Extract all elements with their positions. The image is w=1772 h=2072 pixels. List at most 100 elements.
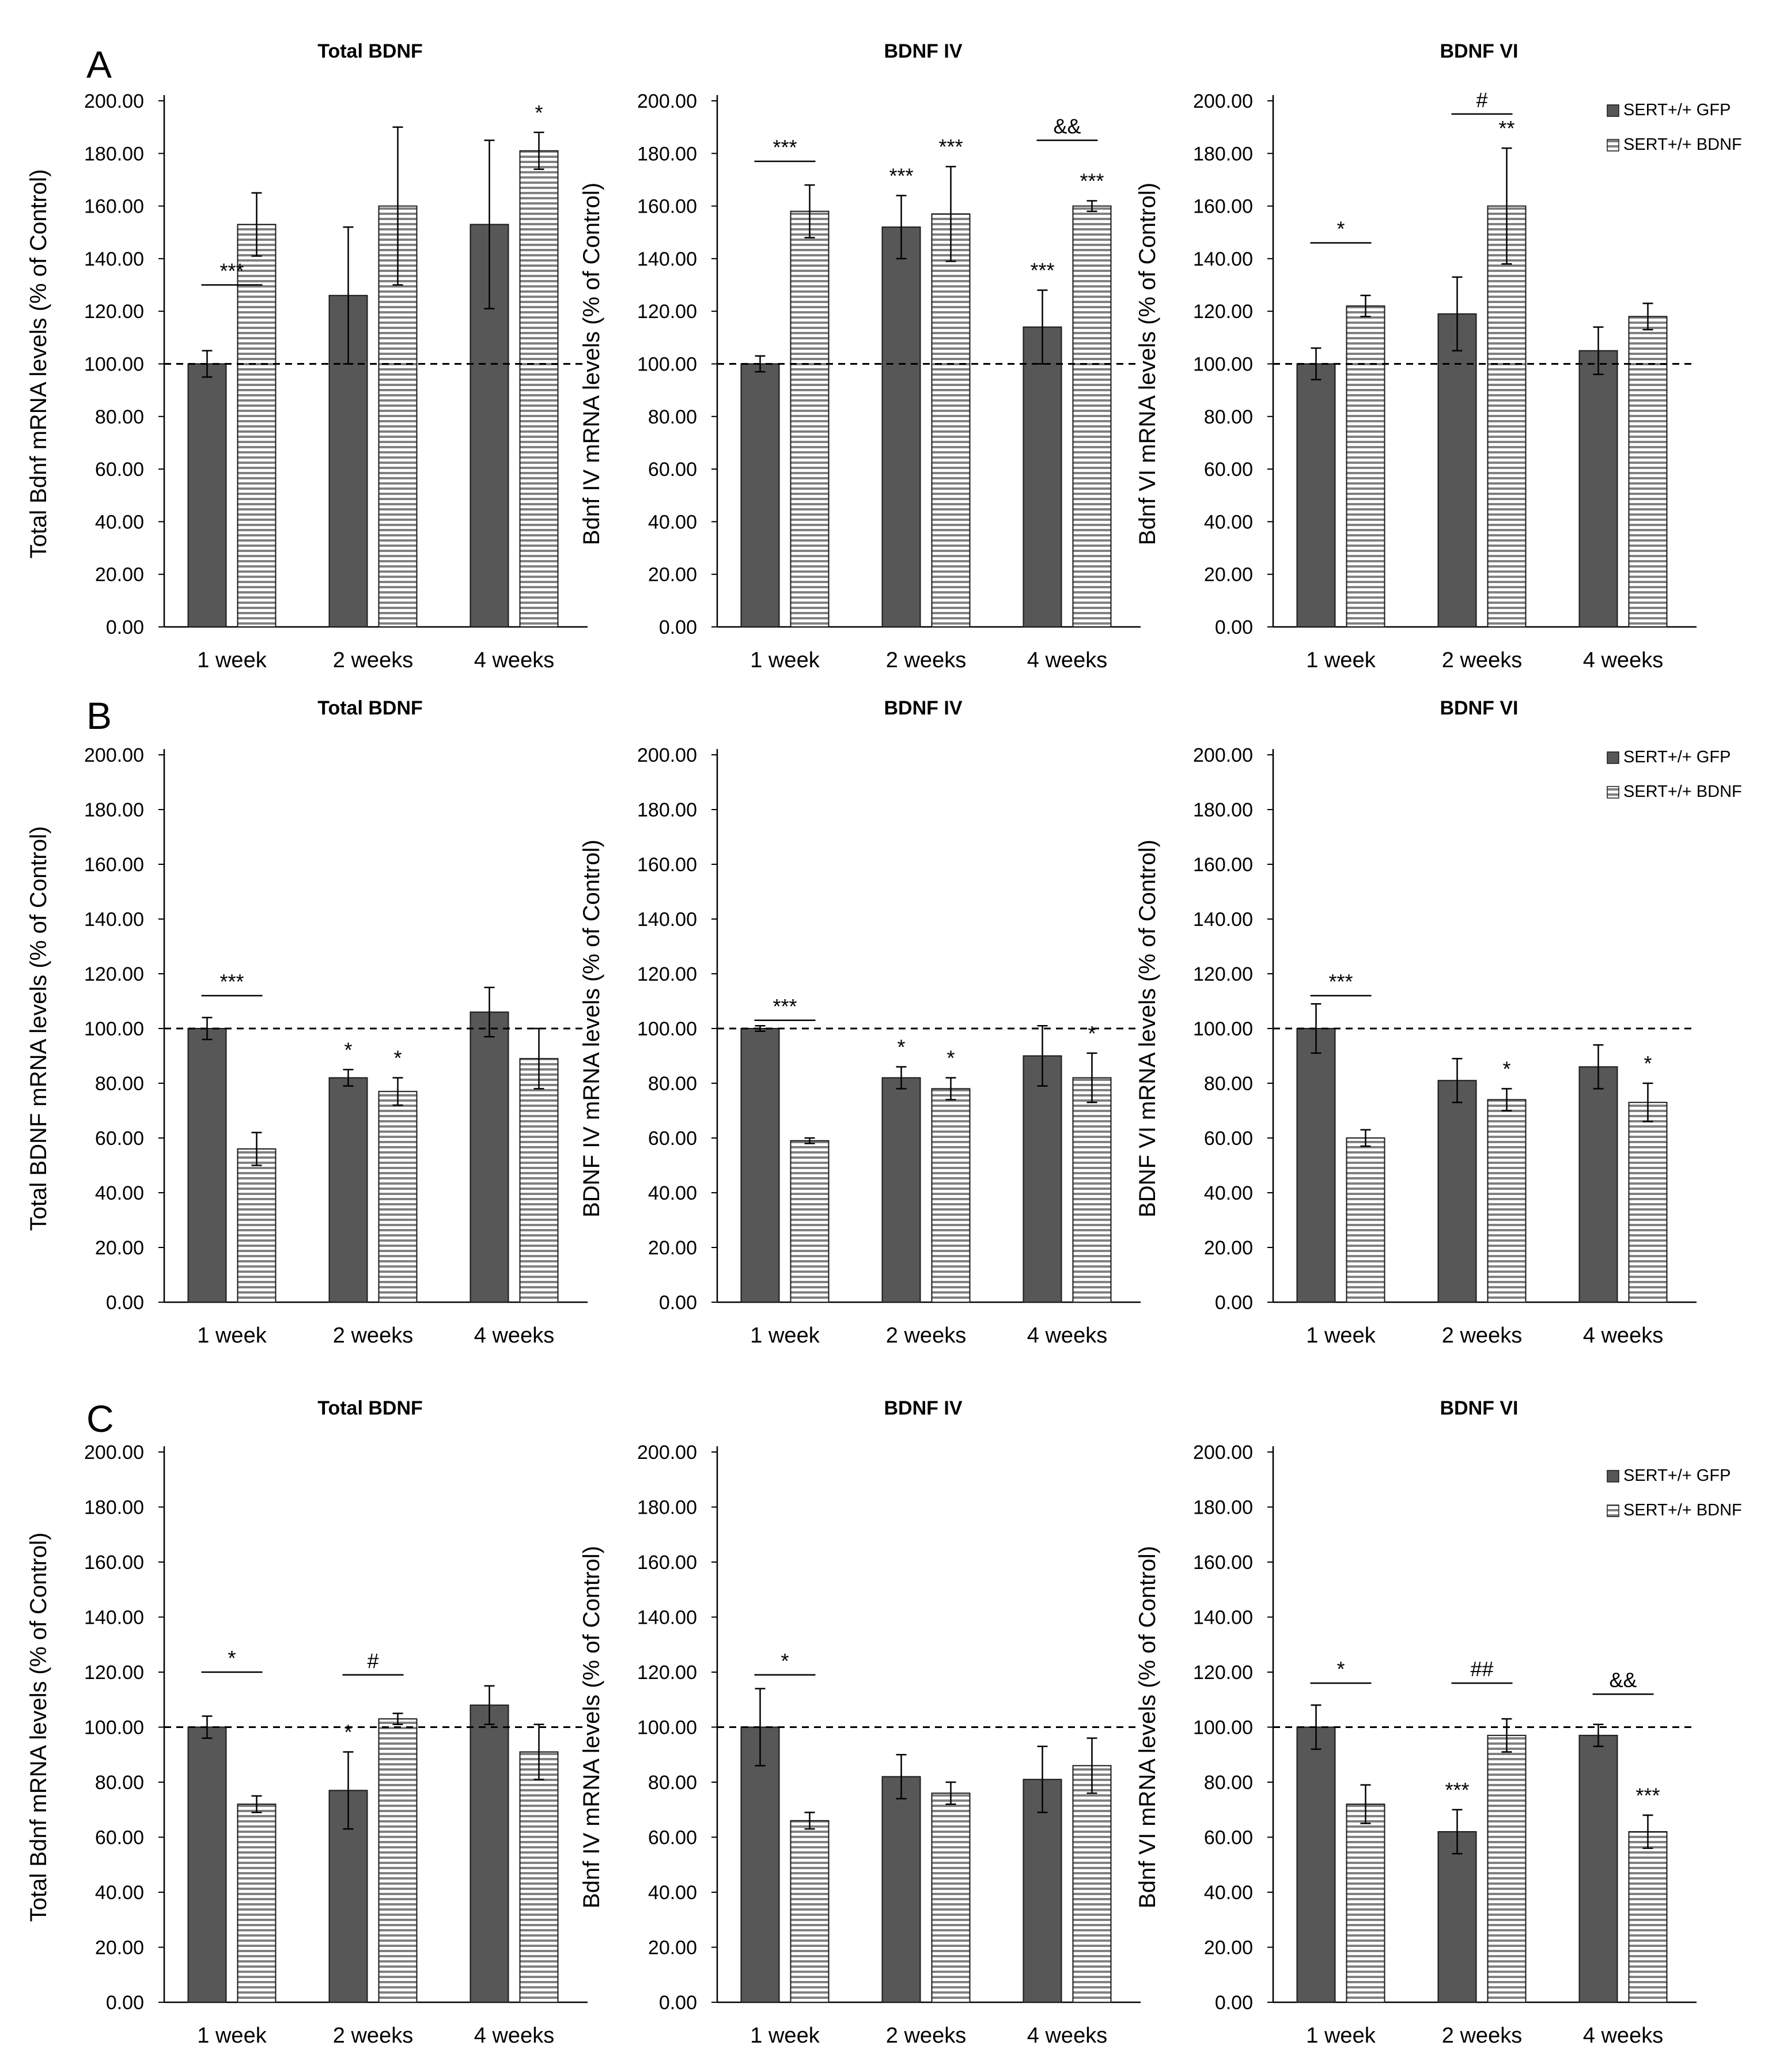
significance-mark: *** — [889, 164, 913, 187]
significance-mark: *** — [1030, 259, 1054, 282]
bar-bdnf — [378, 1718, 418, 2003]
y-tick-label: 80.00 — [1204, 1772, 1253, 1794]
legend-swatch-bdnf — [1607, 139, 1619, 152]
y-tick-label: 40.00 — [648, 1182, 697, 1204]
x-category-label: 1 week — [1306, 648, 1376, 672]
chart-title: BDNF VI — [1440, 1397, 1519, 1419]
significance-mark: * — [1502, 1057, 1510, 1081]
bar-bdnf — [1072, 205, 1112, 628]
bar-bdnf — [519, 1058, 559, 1303]
significance-mark: *** — [1635, 1783, 1660, 1807]
y-tick-label: 60.00 — [648, 459, 697, 481]
bar-gfp — [1296, 363, 1336, 627]
y-tick-label: 20.00 — [648, 1937, 697, 1959]
bar-gfp — [187, 1028, 227, 1303]
y-tick-label: 100.00 — [1193, 1717, 1253, 1739]
y-tick-label: 20.00 — [95, 1237, 144, 1259]
significance-mark: * — [535, 101, 543, 124]
y-axis-label: Bdnf VI mRNA levels (% of Control) — [1135, 183, 1160, 545]
bracket-label: # — [1476, 88, 1487, 112]
y-tick-label: 0.00 — [106, 1992, 144, 2014]
significance-mark: * — [393, 1046, 402, 1070]
bar-gfp — [1437, 1080, 1477, 1303]
x-category-label: 1 week — [750, 648, 820, 672]
chart-title: BDNF VI — [1440, 40, 1519, 62]
y-tick-label: 140.00 — [84, 1607, 144, 1629]
significance-mark: * — [344, 1720, 352, 1744]
bar-bdnf — [1487, 1734, 1527, 2003]
y-tick-label: 180.00 — [84, 799, 144, 821]
bracket-label: *** — [773, 995, 797, 1018]
bracket-label: *** — [773, 135, 797, 159]
bar-gfp — [740, 1726, 780, 2003]
y-tick-label: 200.00 — [84, 1442, 144, 1464]
y-axis-label: Total BDNF mRNA levels (% of Control) — [26, 826, 51, 1231]
y-tick-label: 180.00 — [1193, 143, 1253, 165]
y-tick-label: 140.00 — [1193, 248, 1253, 270]
y-tick-label: 60.00 — [95, 1827, 144, 1849]
bracket-label: && — [1053, 114, 1081, 138]
y-tick-label: 40.00 — [1204, 511, 1253, 533]
y-tick-label: 20.00 — [1204, 1937, 1253, 1959]
panel-letter: B — [86, 694, 112, 737]
bar-gfp — [1296, 1028, 1336, 1303]
y-tick-label: 180.00 — [1193, 1497, 1253, 1519]
x-category-label: 1 week — [750, 1324, 820, 1348]
bar-gfp — [1578, 1066, 1618, 1303]
y-tick-label: 100.00 — [1193, 1018, 1253, 1040]
y-tick-label: 80.00 — [648, 1073, 697, 1095]
legend-label-gfp: SERT+/+ GFP — [1623, 748, 1731, 766]
x-category-label: 4 weeks — [1583, 1324, 1663, 1348]
significance-mark: * — [897, 1035, 905, 1059]
y-tick-label: 180.00 — [84, 143, 144, 165]
y-tick-label: 120.00 — [84, 1662, 144, 1684]
y-tick-label: 140.00 — [637, 1607, 697, 1629]
x-category-label: 4 weeks — [1027, 2024, 1107, 2048]
bar-gfp — [469, 1011, 509, 1303]
y-tick-label: 120.00 — [1193, 1662, 1253, 1684]
y-tick-label: 120.00 — [637, 1662, 697, 1684]
y-tick-label: 200.00 — [637, 90, 697, 112]
legend-swatch-bdnf — [1607, 1504, 1619, 1517]
chart-panel-6: BDNF VI 0.00 20.00 40.00 60.00 80.00 100.00 120… — [1135, 697, 1697, 1348]
x-category-label: 4 weeks — [474, 1324, 554, 1348]
y-tick-label: 160.00 — [1193, 854, 1253, 876]
y-tick-label: 60.00 — [1204, 459, 1253, 481]
bar-bdnf — [790, 1140, 830, 1303]
significance-mark: * — [1088, 1022, 1096, 1045]
y-tick-label: 80.00 — [1204, 406, 1253, 428]
chart-panel-4: B Total BDNF 0.00 20.00 40.00 60.00 80.00 100.0… — [26, 694, 588, 1348]
x-category-label: 1 week — [1306, 1324, 1376, 1348]
bar-bdnf — [1346, 305, 1385, 627]
x-category-label: 2 weeks — [886, 2024, 966, 2048]
y-tick-label: 100.00 — [637, 1717, 697, 1739]
y-tick-label: 200.00 — [84, 90, 144, 112]
legend-label-bdnf: SERT+/+ BDNF — [1623, 135, 1742, 154]
y-tick-label: 80.00 — [95, 406, 144, 428]
y-tick-label: 160.00 — [637, 854, 697, 876]
y-tick-label: 20.00 — [648, 1237, 697, 1259]
y-tick-label: 180.00 — [637, 143, 697, 165]
y-axis-label: Total Bdnf mRNA levels (% of Control) — [26, 1533, 51, 1922]
y-tick-label: 0.00 — [659, 617, 697, 638]
y-tick-label: 120.00 — [1193, 963, 1253, 985]
y-tick-label: 140.00 — [84, 909, 144, 931]
chart-title: BDNF VI — [1440, 697, 1519, 719]
y-tick-label: 120.00 — [84, 301, 144, 323]
x-category-label: 4 weeks — [1027, 1324, 1107, 1348]
x-category-label: 4 weeks — [474, 648, 554, 672]
y-tick-label: 0.00 — [1215, 1292, 1253, 1314]
legend: SERT+/+ GFP SERT+/+ BDNF — [1607, 748, 1742, 801]
y-tick-label: 20.00 — [95, 564, 144, 586]
y-tick-label: 120.00 — [84, 963, 144, 985]
bar-bdnf — [1487, 205, 1527, 628]
bar-gfp — [881, 1077, 921, 1303]
chart-panel-1: A Total BDNF 0.00 20.00 40.00 60.00 80.00 100.0… — [26, 40, 588, 672]
y-tick-label: 20.00 — [1204, 1237, 1253, 1259]
legend-label-bdnf: SERT+/+ BDNF — [1623, 782, 1742, 801]
bar-bdnf — [237, 224, 277, 627]
y-tick-label: 160.00 — [84, 1552, 144, 1574]
legend-swatch-gfp — [1607, 104, 1619, 117]
x-category-label: 2 weeks — [886, 648, 966, 672]
